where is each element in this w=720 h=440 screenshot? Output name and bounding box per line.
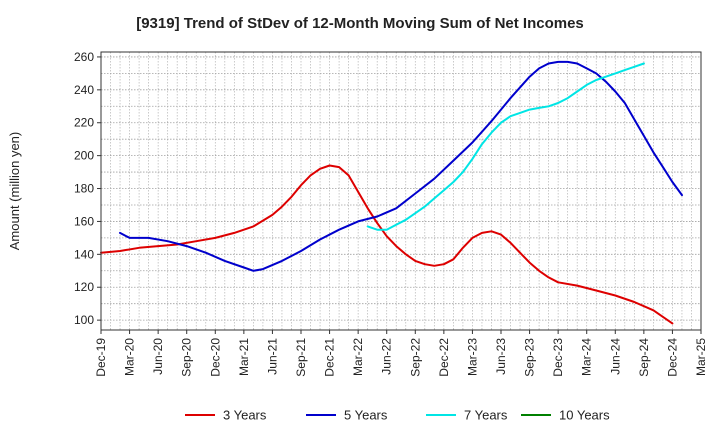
legend-label: 10 Years [559,408,610,423]
x-tick-label: Jun-23 [494,338,508,375]
y-axis-label: Amount (million yen) [7,132,22,251]
y-tick-label: 160 [74,214,94,228]
chart-title: [9319] Trend of StDev of 12-Month Moving… [136,15,584,32]
x-tick-label: Jun-22 [380,338,394,375]
y-tick-label: 240 [74,83,94,97]
x-tick-label: Dec-22 [437,338,451,377]
x-tick-label: Mar-20 [123,338,137,376]
legend: 3 Years 5 Years 7 Years 10 Years [185,408,610,423]
x-tick-label: Sep-24 [637,338,651,377]
x-tick-label: Jun-21 [265,338,279,375]
x-tick-label: Dec-19 [94,338,108,377]
legend-label: 5 Years [344,408,388,423]
x-tick-label: Dec-21 [323,338,337,377]
x-tick-label: Jun-20 [151,338,165,375]
x-tick-label: Mar-22 [351,338,365,376]
x-axis: Dec-19 Mar-20 Jun-20 Sep-20 Dec-20 Mar-21 Jun-… [94,330,708,377]
x-tick-label: Sep-20 [180,338,194,377]
y-tick-label: 260 [74,50,94,64]
y-tick-label: 220 [74,116,94,130]
x-tick-label: Jun-24 [608,338,622,375]
y-tick-label: 140 [74,247,94,261]
series-line-5-years [119,60,683,272]
series-layer [100,60,683,325]
x-tick-label: Mar-21 [237,338,251,376]
legend-label: 3 Years [223,408,267,423]
x-tick-label: Sep-22 [408,338,422,377]
y-tick-label: 120 [74,280,94,294]
y-axis: 100 120 140 160 180 200 220 240 260 [74,50,101,327]
plot-frame [100,51,702,331]
x-tick-label: Mar-23 [465,338,479,376]
x-tick-label: Dec-24 [665,338,679,377]
grid [101,52,701,330]
series-line-3-years [100,164,674,325]
legend-label: 7 Years [464,408,508,423]
x-tick-label: Mar-25 [694,338,708,376]
x-tick-label: Dec-20 [208,338,222,377]
x-tick-label: Sep-21 [294,338,308,377]
x-tick-label: Dec-23 [551,338,565,377]
y-tick-label: 100 [74,313,94,327]
y-tick-label: 200 [74,149,94,163]
series-line-7-years [366,62,645,231]
x-tick-label: Mar-24 [580,338,594,376]
y-tick-label: 180 [74,182,94,196]
x-tick-label: Sep-23 [523,338,537,377]
